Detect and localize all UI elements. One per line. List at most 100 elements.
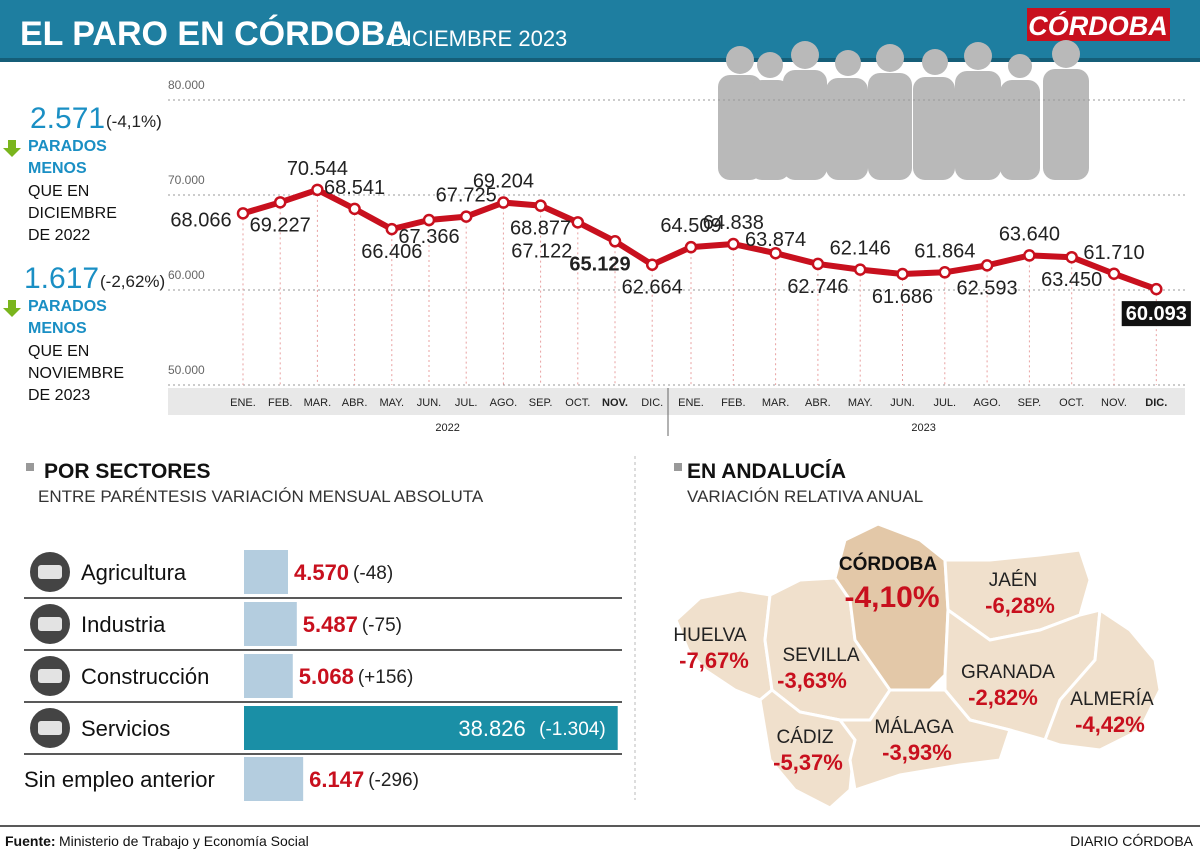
point [896, 267, 909, 281]
value-label: 69.204 [473, 171, 534, 193]
region-name: JAÉN [989, 570, 1038, 591]
value-label: 60.093 [1126, 303, 1187, 325]
value-label: 70.544 [287, 158, 348, 180]
bullet [674, 463, 682, 471]
y-tick-label: 60.000 [168, 268, 205, 282]
summary-value: 2.571 [30, 102, 105, 135]
x-tick-label: JUL. [455, 397, 478, 409]
point [645, 258, 659, 271]
value-label: 62.664 [622, 277, 683, 299]
category-label: Construcción [81, 664, 209, 689]
x-tick-label: MAY. [848, 397, 873, 409]
bar [244, 654, 293, 698]
point [769, 246, 782, 260]
summary-text: DE 2022 [28, 227, 90, 244]
summary-label: PARADOS [28, 138, 107, 155]
region-value: -5,37% [773, 750, 843, 775]
point [348, 202, 361, 216]
x-tick-label: DIC. [641, 397, 663, 409]
summary-text: QUE EN [28, 343, 89, 360]
point [1023, 249, 1036, 262]
value-label: 62.746 [787, 276, 848, 298]
x-tick-label: ENE. [230, 397, 256, 409]
value-label: 67.366 [398, 226, 459, 248]
region-value: -4,42% [1075, 712, 1145, 737]
summary-change: (-4,1%) [106, 112, 162, 131]
region-value: -3,93% [882, 740, 952, 765]
point [385, 222, 399, 236]
x-tick-label: NOV. [1101, 397, 1127, 409]
year-label: 2023 [911, 422, 935, 434]
sector-icon-detail [38, 617, 62, 631]
change-label: (+156) [358, 667, 413, 688]
bar [244, 602, 297, 646]
point [980, 259, 994, 272]
sector-icon-detail [38, 565, 62, 579]
andalucia-map [674, 522, 1162, 810]
year-label: 2022 [435, 422, 459, 434]
x-tick-label: AGO. [973, 397, 1001, 409]
value-label: 63.874 [745, 229, 806, 251]
value-label: 61.686 [872, 286, 933, 308]
bar [244, 550, 288, 594]
x-tick-label: SEP. [1018, 397, 1042, 409]
point [608, 235, 622, 248]
point [727, 237, 740, 251]
category-label: Sin empleo anterior [24, 767, 215, 792]
value-label: 62.146 [830, 238, 891, 260]
point [684, 240, 698, 254]
region-name: HUELVA [673, 625, 747, 646]
source: Ministerio de Trabajo y Economía Social [59, 833, 309, 849]
summary-label: PARADOS [28, 298, 107, 315]
point [422, 213, 436, 227]
value-label: 64.838 [703, 212, 764, 234]
region-name: MÁLAGA [874, 717, 954, 738]
credit: DIARIO CÓRDOBA [1070, 833, 1194, 849]
region-name: GRANADA [961, 662, 1055, 683]
x-tick-label: ABR. [805, 397, 831, 409]
logo: CÓRDOBA [1028, 10, 1168, 41]
section-title: EN ANDALUCÍA [687, 460, 846, 483]
x-tick-label: ABR. [342, 397, 368, 409]
value-label: 68.066 [170, 209, 231, 231]
x-tick-label: JUL. [933, 397, 956, 409]
summary-label: MENOS [28, 320, 87, 337]
value-label: 61.864 [914, 240, 975, 262]
region-value: -6,28% [985, 593, 1055, 618]
page-subtitle: DICIEMBRE 2023 [390, 26, 567, 51]
summary-text: DE 2023 [28, 387, 90, 404]
x-tick-label: MAR. [762, 397, 790, 409]
point [853, 263, 867, 276]
region-name: CÓRDOBA [839, 553, 937, 575]
x-tick-label: JUN. [890, 397, 914, 409]
summary-label: MENOS [28, 160, 87, 177]
region-value: -2,82% [968, 685, 1038, 710]
point [311, 183, 324, 197]
bar [244, 757, 304, 801]
change-label: (-296) [368, 770, 419, 791]
x-tick-label: MAR. [304, 397, 332, 409]
region-name: SEVILLA [782, 645, 859, 666]
x-tick-label: ENE. [678, 397, 704, 409]
y-tick-label: 80.000 [168, 78, 205, 92]
value-label: 5.487 [303, 612, 358, 637]
value-label: 38.826 [458, 716, 525, 741]
point [1150, 282, 1163, 296]
point [1107, 267, 1121, 281]
down-arrow [3, 300, 21, 317]
value-label: 64.509 [660, 215, 721, 237]
section-subtitle: VARIACIÓN RELATIVA ANUAL [687, 487, 923, 506]
x-tick-label: AGO. [490, 397, 518, 409]
change-label: (-75) [362, 615, 402, 636]
point [459, 210, 473, 223]
region-value: -7,67% [679, 648, 749, 673]
point [1065, 250, 1078, 264]
summary-text: QUE EN [28, 183, 89, 200]
page-title: EL PARO EN CÓRDOBA [20, 15, 410, 53]
x-tick-label: OCT. [1059, 397, 1084, 409]
point [497, 196, 510, 209]
point [571, 216, 585, 229]
point [273, 196, 287, 209]
region-almeria [1043, 607, 1162, 752]
